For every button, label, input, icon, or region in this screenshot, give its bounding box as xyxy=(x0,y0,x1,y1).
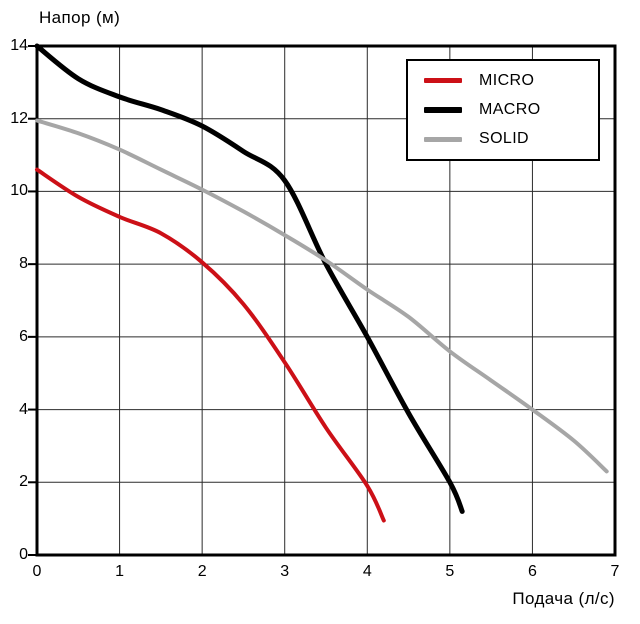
y-tick-label: 0 xyxy=(19,546,28,563)
y-axis-title: Напор (м) xyxy=(39,8,121,27)
x-tick-label: 1 xyxy=(115,563,125,580)
legend-item-micro: MICRO xyxy=(408,72,598,90)
y-tick-label: 8 xyxy=(19,255,28,273)
legend-swatch-micro xyxy=(424,78,462,84)
plot-border xyxy=(35,44,617,557)
x-tick-label: 2 xyxy=(197,563,207,580)
curve-macro xyxy=(34,43,465,514)
legend-swatch-solid xyxy=(424,136,462,142)
x-tick-label: 5 xyxy=(445,563,455,580)
y-tick-label: 6 xyxy=(19,327,28,345)
x-tick-label: 7 xyxy=(610,563,620,580)
x-tick-label: 3 xyxy=(280,563,290,580)
y-tick-label: 2 xyxy=(19,473,28,491)
x-tick-label: 4 xyxy=(362,563,372,580)
y-tick-label: 14 xyxy=(10,37,28,54)
legend-label-micro: MICRO xyxy=(479,71,535,89)
y-tick-label: 10 xyxy=(10,182,28,200)
legend-label-macro: MACRO xyxy=(479,100,541,118)
legend-item-macro: MACRO xyxy=(408,101,598,119)
curve-solid xyxy=(35,118,609,474)
curve-micro xyxy=(35,167,386,523)
x-axis-title: Подача (л/с) xyxy=(512,589,615,608)
y-tick-label: 4 xyxy=(19,400,28,418)
x-tick-label: 6 xyxy=(527,563,537,580)
x-tick-label: 0 xyxy=(32,563,42,580)
legend-label-solid: SOLID xyxy=(479,130,530,148)
legend-swatch-macro xyxy=(424,106,462,113)
y-tick-label: 12 xyxy=(10,109,28,127)
legend-item-solid: SOLID xyxy=(408,130,598,148)
legend: MICRO MACRO SOLID xyxy=(406,59,600,161)
